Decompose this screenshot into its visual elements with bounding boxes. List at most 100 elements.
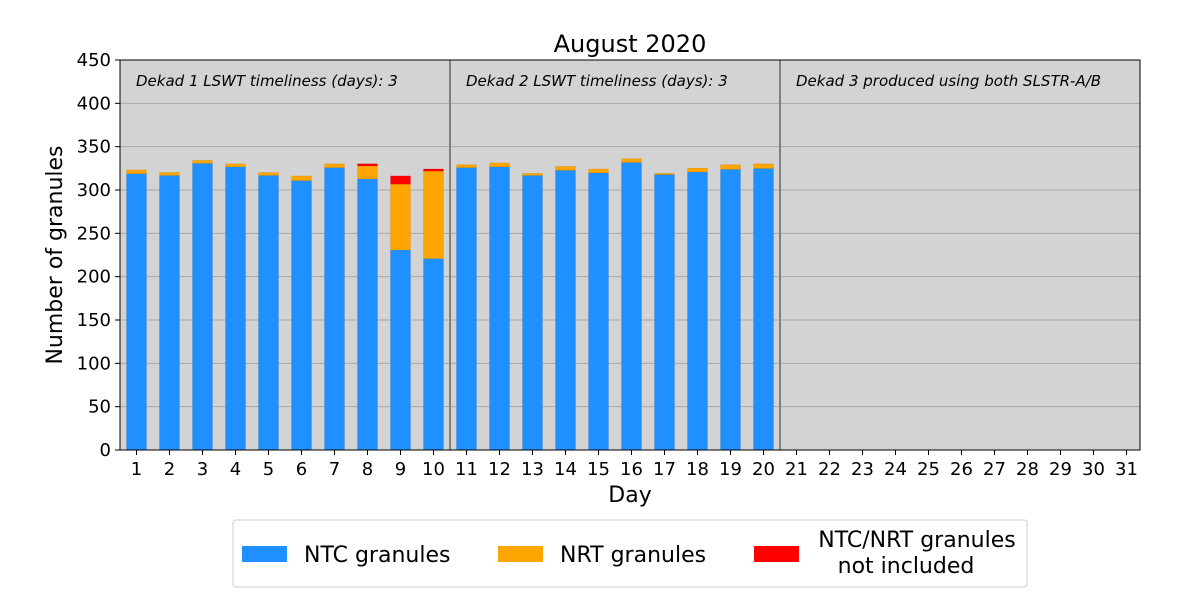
y-tick-label: 300 <box>77 180 111 201</box>
x-tick-label: 19 <box>719 459 742 480</box>
legend: NTC granules NRT granules NTC/NRT granul… <box>232 519 1028 588</box>
x-tick-label: 21 <box>785 459 808 480</box>
x-tick-label: 14 <box>554 459 577 480</box>
legend-frame <box>232 519 1028 588</box>
x-tick-label: 6 <box>296 459 307 480</box>
x-tick-label: 26 <box>950 459 973 480</box>
dekad-annotation-2: Dekad 2 LSWT timeliness (days): 3 <box>466 72 728 90</box>
bar-ntc <box>753 168 774 451</box>
bar-nrt <box>258 172 279 176</box>
y-tick-label: 450 <box>77 50 111 71</box>
bar-ntc <box>357 178 378 451</box>
bar-nrt <box>291 175 312 181</box>
bar-ntc <box>621 161 642 451</box>
x-tick-label: 8 <box>362 459 373 480</box>
bar-nrt <box>720 164 741 170</box>
bar-ntc <box>324 167 345 451</box>
x-tick-label: 11 <box>455 459 478 480</box>
bar-ntc <box>654 174 675 451</box>
bar-ntc <box>258 174 279 451</box>
x-tick-label: 27 <box>983 459 1006 480</box>
bar-not-included <box>357 163 378 167</box>
bar-nrt <box>456 164 477 168</box>
bar-nrt <box>753 163 774 169</box>
divider-layer <box>449 60 781 450</box>
x-tick-label: 25 <box>917 459 940 480</box>
y-tick-label: 400 <box>77 93 111 114</box>
bar-layer <box>126 158 774 451</box>
dekad-annotation-3: Dekad 3 produced using both SLSTR-A/B <box>796 72 1101 90</box>
x-tick-label: 18 <box>686 459 709 480</box>
y-axis-ticks: 0 50 100 150 200 250 300 350 400 450 <box>77 50 120 461</box>
bar-nrt <box>390 183 411 251</box>
legend-swatch-nrt <box>498 546 543 562</box>
x-axis-label: Day <box>608 483 651 508</box>
bar-ntc <box>423 258 444 451</box>
x-tick-label: 7 <box>329 459 340 480</box>
bar-nrt <box>126 169 147 174</box>
x-tick-label: 2 <box>164 459 175 480</box>
legend-label-not-included-line1: NTC/NRT granules <box>818 528 1015 553</box>
x-tick-label: 31 <box>1115 459 1138 480</box>
legend-label-nrt: NRT granules <box>560 543 706 568</box>
bar-ntc <box>126 173 147 451</box>
bar-ntc <box>720 168 741 451</box>
x-tick-label: 20 <box>752 459 775 480</box>
bar-nrt <box>555 166 576 171</box>
legend-label-not-included-line2: not included <box>838 554 975 579</box>
bar-not-included <box>423 168 444 172</box>
bar-nrt <box>621 158 642 163</box>
bar-nrt <box>324 163 345 168</box>
bar-nrt <box>522 173 543 176</box>
x-tick-label: 13 <box>521 459 544 480</box>
y-tick-label: 350 <box>77 137 111 158</box>
bar-nrt <box>225 163 246 167</box>
x-tick-label: 4 <box>230 459 241 480</box>
x-tick-label: 28 <box>1016 459 1039 480</box>
bar-ntc <box>588 172 609 451</box>
bar-ntc <box>192 162 213 451</box>
x-axis-ticks: 1 2 3 4 5 6 7 8 9 10 11 12 13 14 15 16 17 18 19 20 21 22 23 24 2… <box>131 450 1138 480</box>
x-tick-label: 30 <box>1082 459 1105 480</box>
bar-ntc <box>555 169 576 451</box>
bar-nrt <box>687 168 708 173</box>
x-tick-label: 12 <box>488 459 511 480</box>
x-tick-label: 23 <box>851 459 874 480</box>
bar-ntc <box>489 166 510 451</box>
bar-nrt <box>357 165 378 180</box>
bar-ntc <box>522 174 543 451</box>
x-tick-label: 1 <box>131 459 142 480</box>
bar-ntc <box>456 167 477 451</box>
bar-nrt <box>654 173 675 175</box>
bar-nrt <box>588 168 609 173</box>
annotation-layer: Dekad 1 LSWT timeliness (days): 3 Dekad 2… <box>136 72 1101 90</box>
y-tick-label: 100 <box>77 353 111 374</box>
x-tick-label: 16 <box>620 459 643 480</box>
bar-ntc <box>159 174 180 451</box>
x-tick-label: 5 <box>263 459 274 480</box>
bar-ntc <box>291 180 312 451</box>
chart-title: August 2020 <box>554 30 707 58</box>
y-tick-label: 150 <box>77 310 111 331</box>
bar-nrt <box>192 160 213 164</box>
bar-not-included <box>390 175 411 185</box>
x-tick-label: 10 <box>422 459 445 480</box>
dekad-annotation-1: Dekad 1 LSWT timeliness (days): 3 <box>136 72 398 90</box>
y-tick-label: 250 <box>77 223 111 244</box>
x-tick-label: 24 <box>884 459 907 480</box>
x-tick-label: 22 <box>818 459 841 480</box>
x-tick-label: 9 <box>395 459 406 480</box>
legend-swatch-ntc <box>242 546 287 562</box>
plot-frame <box>119 59 1141 451</box>
bar-ntc <box>225 166 246 451</box>
x-tick-label: 29 <box>1049 459 1072 480</box>
x-tick-label: 15 <box>587 459 610 480</box>
bar-ntc <box>687 171 708 451</box>
bar-nrt <box>423 170 444 259</box>
x-tick-label: 3 <box>197 459 208 480</box>
bar-nrt <box>159 172 180 176</box>
y-axis-label: Number of granules <box>43 145 68 364</box>
y-tick-label: 50 <box>88 397 111 418</box>
